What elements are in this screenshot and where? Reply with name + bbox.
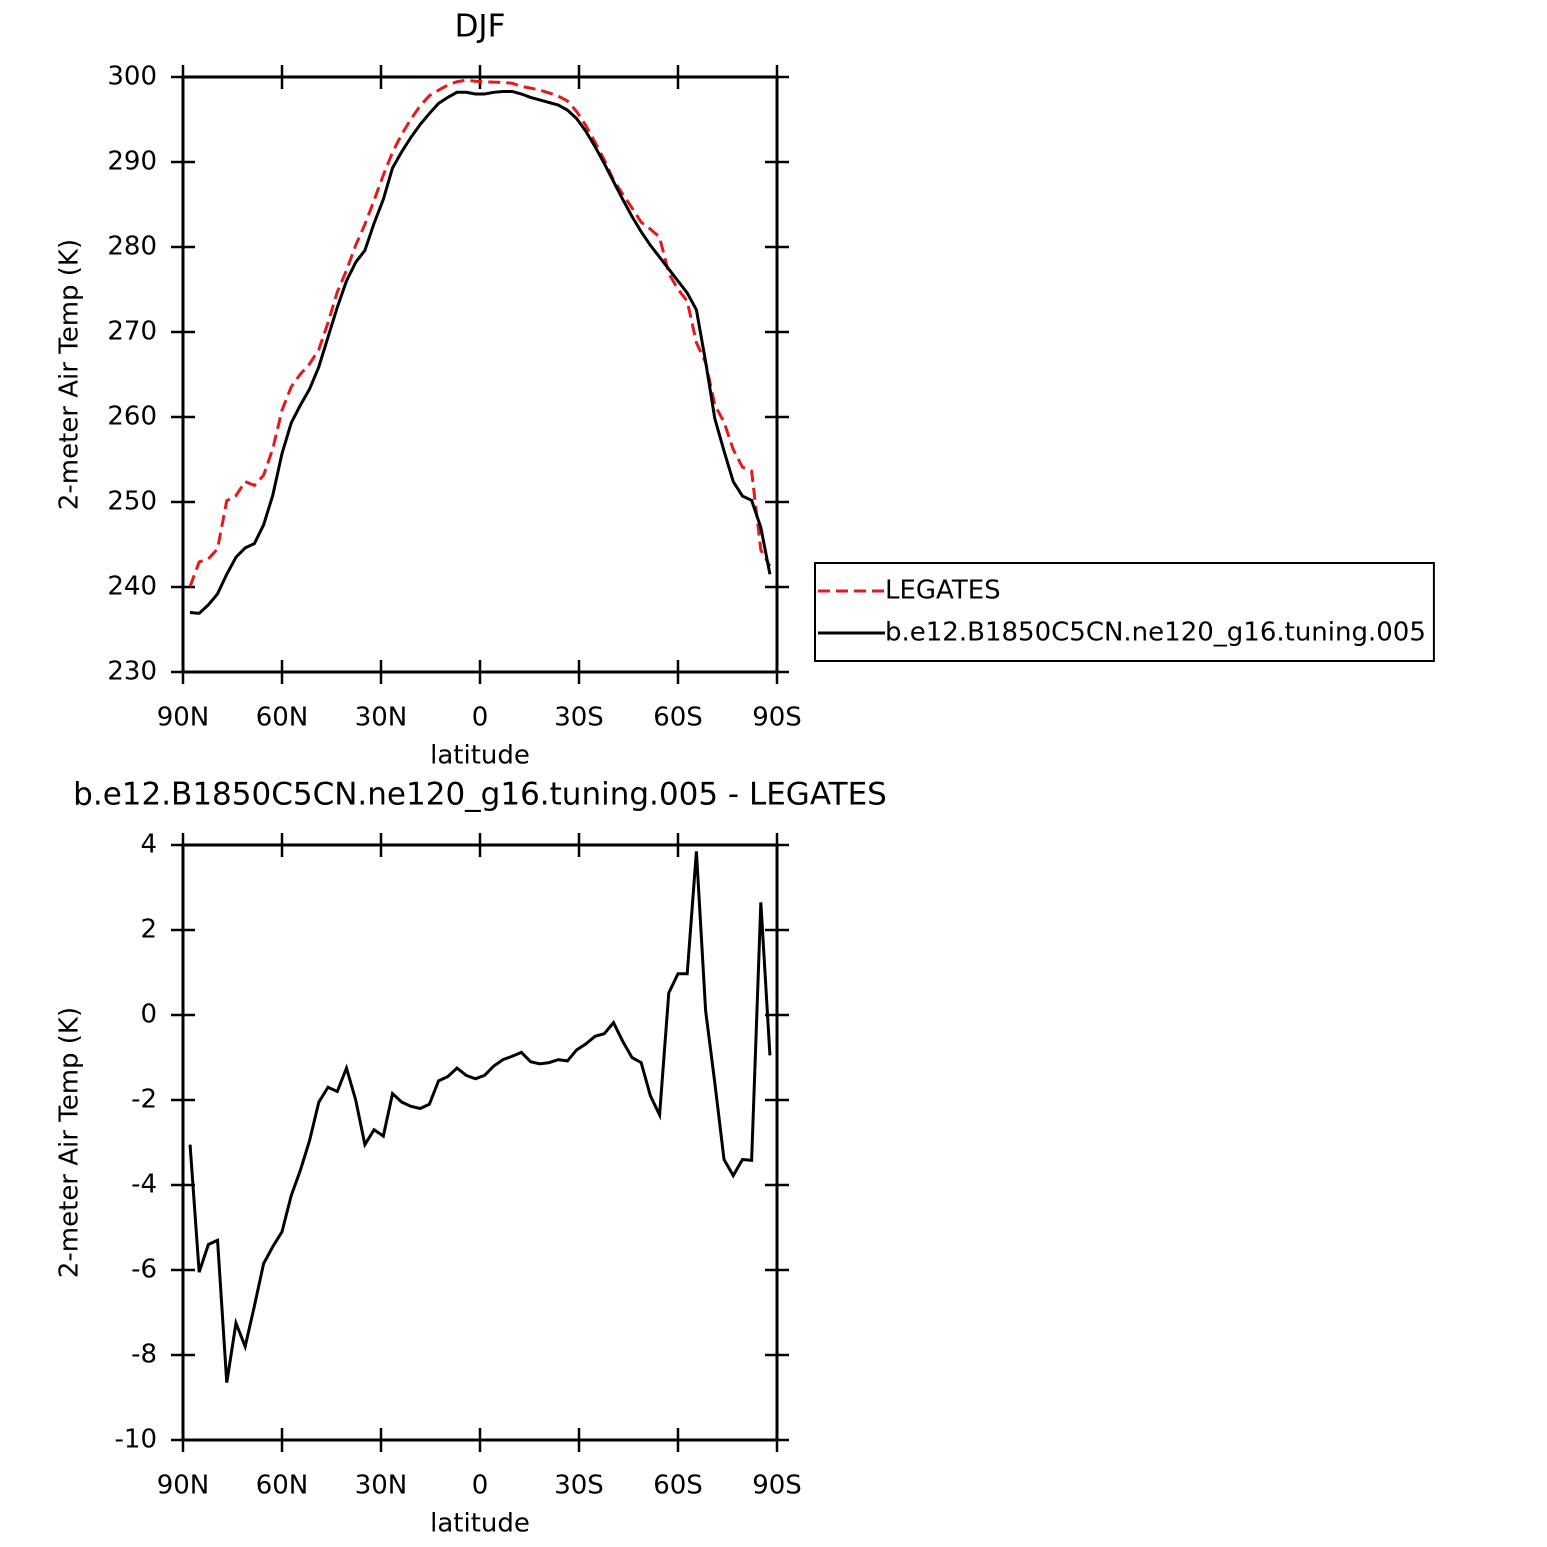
x-tick-label: 0 (472, 703, 489, 733)
x-tick-label: 60N (256, 1471, 309, 1501)
x-tick-label: 90S (752, 1471, 802, 1501)
data-line (188, 851, 772, 1383)
plot-frame (181, 843, 779, 1442)
y-tick-label: -2 (131, 1085, 157, 1115)
y-tick-label: -6 (131, 1255, 157, 1285)
legend: LEGATES b.e12.B1850C5CN.ne120_g16.tuning.… (814, 562, 1435, 662)
legend-label: b.e12.B1850C5CN.ne120_g16.tuning.005 (885, 618, 1426, 648)
y-tick-label: 280 (107, 232, 157, 262)
x-tick-label: 60N (256, 703, 309, 733)
x-axis-label: latitude (430, 1509, 530, 1539)
y-axis-label: 2-meter Air Temp (K) (55, 1007, 85, 1278)
x-tick-label: 90N (157, 703, 210, 733)
x-tick-label: 90S (752, 703, 802, 733)
y-tick-label: 290 (107, 147, 157, 177)
x-tick-label: 30N (355, 703, 408, 733)
chart-title: DJF (455, 9, 506, 45)
legend-frame (814, 562, 1435, 662)
y-tick-label: -8 (131, 1340, 157, 1370)
data-line (189, 89, 772, 615)
x-tick-label: 90N (157, 1471, 210, 1501)
data-line (188, 78, 772, 588)
y-tick-label: -10 (115, 1425, 157, 1455)
chart-title: b.e12.B1850C5CN.ne120_g16.tuning.005 - L… (73, 777, 887, 813)
y-tick-label: 300 (107, 62, 157, 92)
x-tick-label: 30S (554, 1471, 604, 1501)
y-tick-label: 250 (107, 487, 157, 517)
y-tick-label: 260 (107, 402, 157, 432)
x-tick-label: 60S (653, 1471, 703, 1501)
x-tick-label: 0 (472, 1471, 489, 1501)
x-tick-label: 30S (554, 703, 604, 733)
legend-label: LEGATES (885, 576, 1001, 606)
y-tick-label: 240 (107, 572, 157, 602)
y-tick-label: 2 (140, 915, 157, 945)
x-tick-label: 60S (653, 703, 703, 733)
y-tick-label: 270 (107, 317, 157, 347)
x-axis-label: latitude (430, 741, 530, 771)
y-tick-label: 0 (140, 1000, 157, 1030)
y-tick-label: 230 (107, 657, 157, 687)
x-tick-label: 30N (355, 1471, 408, 1501)
plot-frame (181, 75, 779, 674)
y-axis-label: 2-meter Air Temp (K) (55, 239, 85, 510)
y-tick-label: -4 (131, 1170, 157, 1200)
y-tick-label: 4 (140, 830, 157, 860)
